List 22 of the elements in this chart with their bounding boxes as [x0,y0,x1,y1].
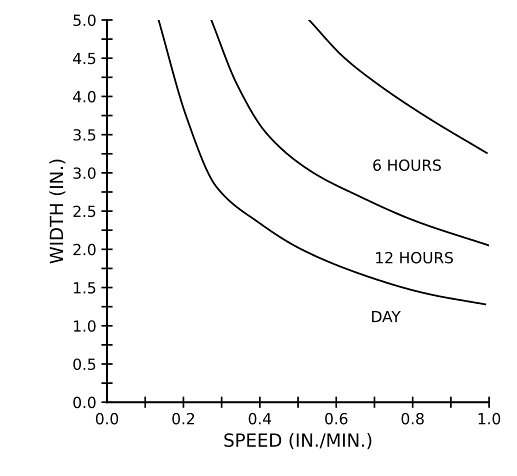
series-label: DAY [372,310,401,322]
y-tick-label: 4.0 [73,90,96,102]
x-tick-label: 0.0 [96,412,118,424]
y-tick-label: 0.0 [73,396,96,408]
x-tick-label: 0.2 [172,412,194,424]
x-axis-title: SPEED (IN./MIN.) [224,433,372,450]
x-tick-label: 1.0 [478,412,500,424]
y-tick-label: 1.0 [74,320,96,332]
series-label: 6 HOURS [373,159,441,171]
y-tick-label: 2.0 [73,244,96,256]
y-tick-label: 3.0 [73,167,96,179]
y-tick-label: 1.5 [74,282,96,294]
y-axis-title: WIDTH (IN.) [49,160,66,264]
x-tick-label: 0.4 [248,412,272,424]
y-tick-label: 0.5 [73,358,96,370]
x-tick-label: 0.8 [402,412,424,424]
y-tick-label: 4.5 [73,52,96,64]
y-tick-label: 5.0 [73,14,96,26]
y-tick-label: 3.5 [73,129,96,141]
y-tick-label: 2.5 [73,206,96,218]
x-tick-label: 0.6 [325,412,348,424]
series-label: 12 HOURS [376,252,453,264]
